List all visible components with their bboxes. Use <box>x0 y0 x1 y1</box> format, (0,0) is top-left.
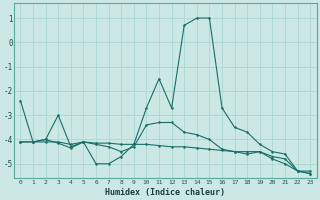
X-axis label: Humidex (Indice chaleur): Humidex (Indice chaleur) <box>105 188 225 197</box>
